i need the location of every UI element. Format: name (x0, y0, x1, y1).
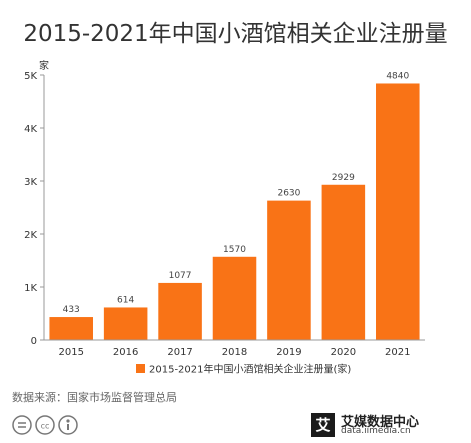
y-axis-unit-label: 家 (39, 59, 49, 72)
brand-logo: 艾 (311, 413, 335, 437)
x-tick-label: 2017 (167, 347, 192, 358)
bar (267, 200, 311, 340)
license-icons: cc (12, 414, 82, 440)
chart-title: 2015-2021年中国小酒馆相关企业注册量 (23, 21, 448, 47)
y-tick-label: 0 (31, 336, 37, 347)
source-note: 数据来源：国家市场监督管理总局 (12, 391, 177, 404)
bar-value-label: 2929 (332, 173, 355, 183)
bar-value-label: 4840 (386, 71, 409, 81)
brand-name: 艾媒数据中心 (341, 415, 420, 430)
x-tick-label: 2021 (385, 347, 410, 358)
bar (49, 317, 93, 340)
bar-value-label: 614 (117, 295, 134, 305)
x-tick-label: 2019 (276, 347, 301, 358)
bar-series: 433 614 1077 1570 2630 2929 4840 (49, 71, 420, 340)
y-tick-label: 2K (24, 230, 37, 241)
x-axis: 2015 2016 2017 2018 2019 2020 2021 (44, 339, 425, 358)
legend-swatch (136, 364, 145, 373)
brand-url: data.iimedia.cn (341, 426, 411, 436)
bar (212, 256, 257, 340)
legend-label: 2015-2021年中国小酒馆相关企业注册量(家) (149, 363, 351, 376)
x-tick-label: 2015 (58, 347, 83, 358)
y-tick-label: 4K (24, 124, 37, 135)
bar-value-label: 1077 (169, 271, 192, 281)
brand-watermark: 艾 艾媒数据中心 data.iimedia.cn (311, 411, 461, 439)
bar-value-label: 433 (63, 305, 80, 315)
bar-value-label: 1570 (223, 245, 246, 255)
y-axis: 家 0 1K 2K 3K 4K 5K (24, 59, 49, 347)
bar (103, 307, 148, 340)
bar (321, 184, 366, 340)
y-tick-label: 5K (24, 71, 37, 82)
x-tick-label: 2018 (222, 347, 247, 358)
bar (376, 83, 420, 340)
x-tick-label: 2020 (331, 347, 356, 358)
equals-icon (12, 415, 32, 435)
x-tick-label: 2016 (113, 347, 138, 358)
y-tick-label: 1K (24, 283, 37, 294)
bar (158, 282, 202, 340)
cc-icon: cc (35, 415, 55, 435)
svg-text:cc: cc (41, 422, 50, 431)
attribution-icon (58, 415, 78, 435)
bar-value-label: 2630 (277, 189, 300, 199)
y-tick-label: 3K (24, 177, 37, 188)
legend: 2015-2021年中国小酒馆相关企业注册量(家) (136, 363, 351, 376)
